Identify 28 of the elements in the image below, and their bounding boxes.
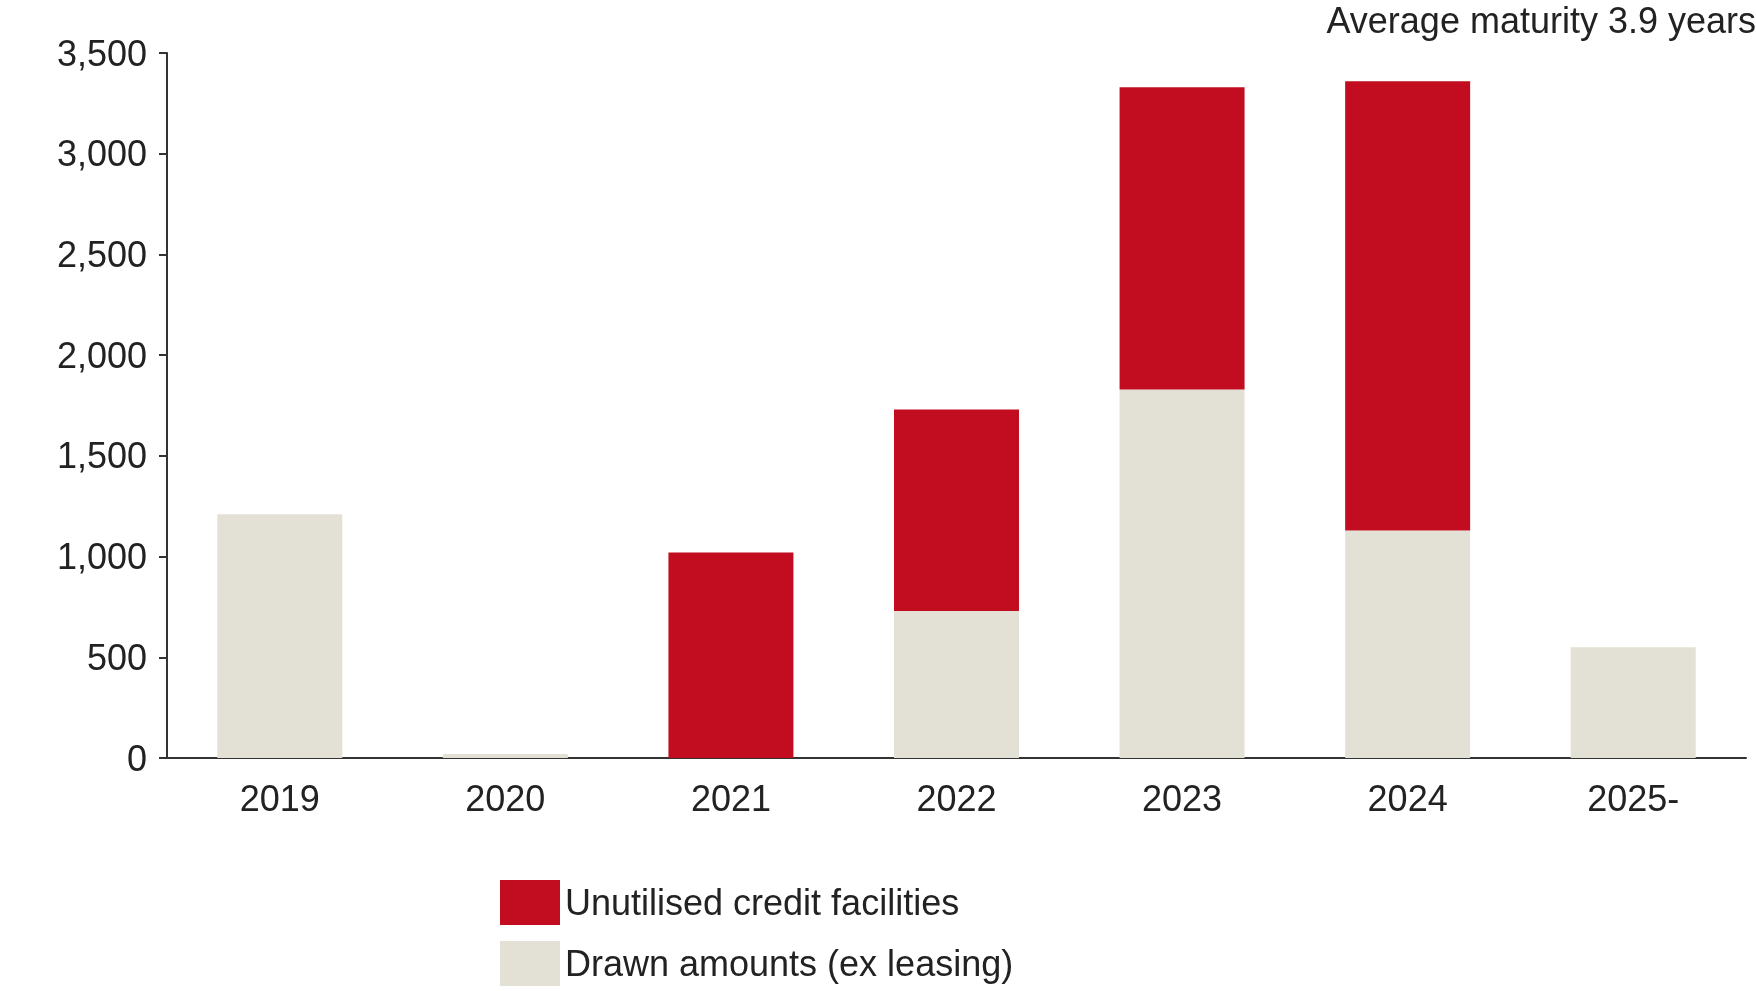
y-tick-label: 0	[126, 737, 147, 779]
bar	[442, 753, 568, 758]
bar	[1570, 647, 1696, 758]
y-tick-label: 2,000	[56, 334, 147, 376]
legend-label: Unutilised credit facilities	[565, 882, 960, 923]
bar	[1345, 530, 1471, 758]
bar	[894, 409, 1019, 611]
y-tick-label: 1,000	[56, 536, 147, 578]
x-tick-label: 2025-	[1587, 777, 1680, 819]
bar	[1119, 87, 1245, 390]
x-tick-label: 2020	[465, 777, 546, 819]
y-tick-label: 1,500	[56, 435, 147, 477]
bar	[1345, 81, 1471, 531]
x-tick-label: 2021	[690, 777, 771, 819]
y-tick-label: 500	[86, 636, 147, 678]
y-tick-label: 2,500	[56, 233, 147, 275]
bar	[894, 610, 1019, 758]
x-tick-label: 2024	[1367, 777, 1448, 819]
y-tick-label: 3,000	[56, 133, 147, 175]
y-tick-label: 3,500	[56, 32, 147, 74]
x-tick-label: 2022	[916, 777, 997, 819]
x-tick-label: 2023	[1142, 777, 1223, 819]
x-tick-label: 2019	[239, 777, 320, 819]
bar	[1119, 389, 1245, 758]
text: Average maturity 3.9 years	[1326, 0, 1756, 41]
bar	[217, 514, 343, 758]
bar	[668, 552, 794, 758]
legend-label: Drawn amounts (ex leasing)	[565, 943, 1014, 984]
